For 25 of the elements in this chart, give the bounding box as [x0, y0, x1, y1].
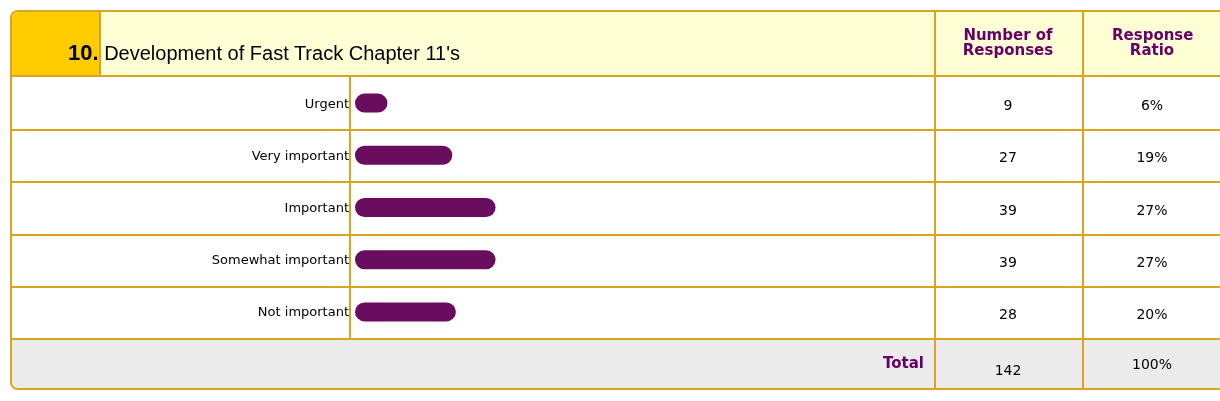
text: 6%	[1139, 97, 1165, 114]
data-label: 28	[998, 305, 1018, 322]
text: 20%	[1135, 305, 1169, 322]
data-label: 27	[998, 149, 1018, 166]
data-label: 9	[1002, 97, 1014, 114]
text: 19%	[1135, 149, 1169, 166]
data-label: 39	[998, 201, 1018, 218]
y-tick-label: Very important	[251, 147, 349, 163]
bar	[355, 198, 496, 217]
bar	[355, 250, 496, 270]
y-tick-label: Important	[284, 200, 349, 215]
text: Number of Responses	[961, 26, 1055, 59]
text: 100%	[1131, 356, 1173, 373]
y-tick-label: Somewhat important	[211, 252, 349, 268]
text: 27%	[1135, 253, 1169, 270]
chart-title: 10. Development of Fast Track Chapter 11's	[68, 40, 460, 65]
data-label: 39	[998, 253, 1018, 270]
y-tick-label: Urgent	[304, 95, 349, 111]
text: Response Ratio	[1112, 26, 1194, 59]
text: Total	[882, 354, 924, 373]
y-tick-label: Not important	[257, 304, 349, 320]
bar	[355, 302, 456, 322]
text: 142	[993, 362, 1023, 379]
text: 27%	[1135, 201, 1169, 218]
bar	[355, 145, 453, 165]
